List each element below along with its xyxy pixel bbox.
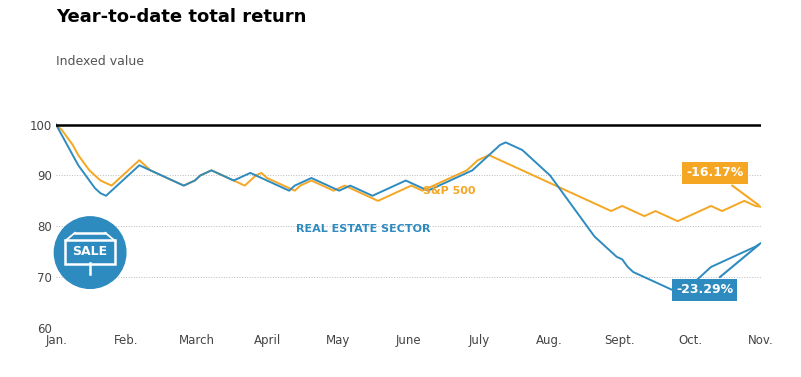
Text: S&P 500: S&P 500 bbox=[423, 186, 475, 196]
Text: -23.29%: -23.29% bbox=[676, 245, 759, 296]
Text: REAL ESTATE SECTOR: REAL ESTATE SECTOR bbox=[296, 224, 430, 234]
Text: SALE: SALE bbox=[73, 245, 107, 258]
Text: Year-to-date total return: Year-to-date total return bbox=[56, 8, 307, 26]
Text: Indexed value: Indexed value bbox=[56, 55, 144, 67]
Circle shape bbox=[54, 217, 126, 288]
Text: -16.17%: -16.17% bbox=[686, 166, 759, 205]
